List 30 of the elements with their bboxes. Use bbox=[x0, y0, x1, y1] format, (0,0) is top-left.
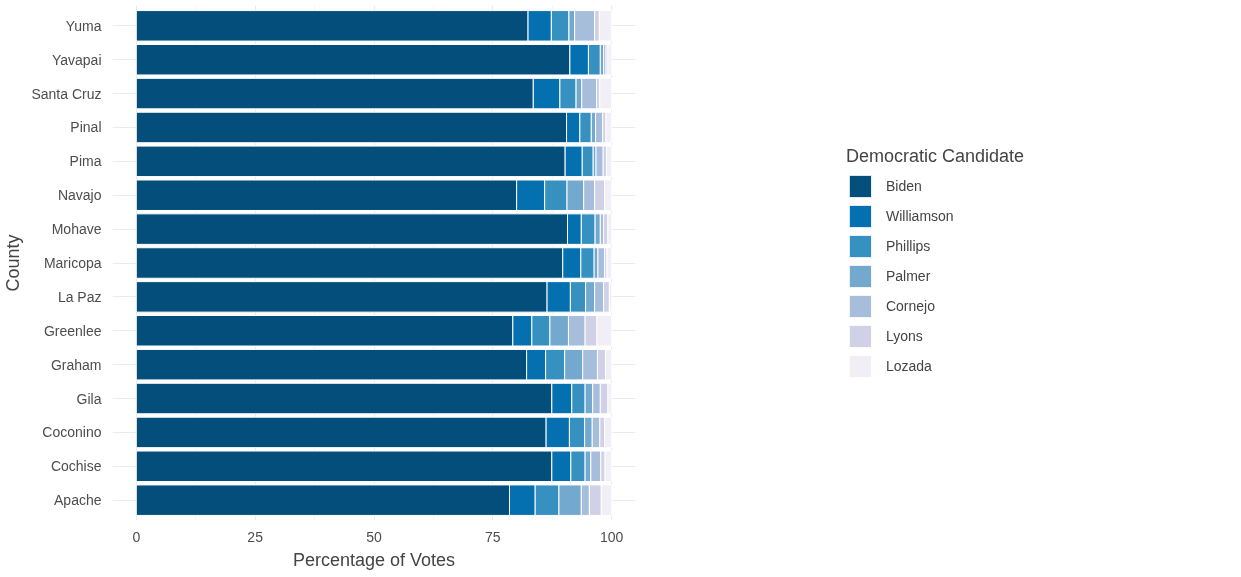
y-tick-label: Pinal bbox=[70, 119, 102, 136]
legend-label: Williamson bbox=[885, 207, 954, 224]
x-tick-label: 0 bbox=[132, 528, 141, 545]
x-tick-label: 50 bbox=[366, 528, 382, 545]
legend-label: Palmer bbox=[885, 267, 931, 284]
y-tick-label: Santa Cruz bbox=[31, 85, 102, 102]
x-tick-label: 75 bbox=[485, 528, 501, 545]
y-axis-title: County bbox=[3, 234, 24, 292]
y-tick-label: Apache bbox=[54, 492, 102, 509]
y-tick-label: Cochise bbox=[50, 458, 102, 475]
x-axis-title: Percentage of Votes bbox=[292, 549, 456, 570]
y-tick-label: Pima bbox=[69, 153, 102, 170]
legend-title: Democratic Candidate bbox=[845, 145, 1025, 167]
x-tick-label: 25 bbox=[247, 528, 264, 545]
legend-label: Biden bbox=[885, 177, 922, 194]
y-tick-label: Navajo bbox=[57, 187, 102, 204]
y-tick-label: Gila bbox=[76, 390, 102, 407]
y-tick-label: Mohave bbox=[51, 221, 102, 238]
y-tick-label: Maricopa bbox=[43, 255, 102, 271]
legend-label: Phillips bbox=[885, 237, 931, 254]
y-tick-label: Greenlee bbox=[43, 322, 102, 339]
y-tick-label: Yuma bbox=[65, 17, 102, 34]
y-tick-label: Coconino bbox=[42, 424, 102, 441]
y-tick-label: Yavapai bbox=[51, 51, 102, 68]
x-tick-label: 100 bbox=[600, 528, 624, 545]
legend-label: Lyons bbox=[885, 327, 923, 344]
legend-label: Cornejo bbox=[885, 297, 935, 314]
legend-label: Lozada bbox=[885, 357, 932, 374]
y-tick-label: Graham bbox=[50, 356, 102, 373]
y-tick-label: La Paz bbox=[57, 288, 102, 305]
